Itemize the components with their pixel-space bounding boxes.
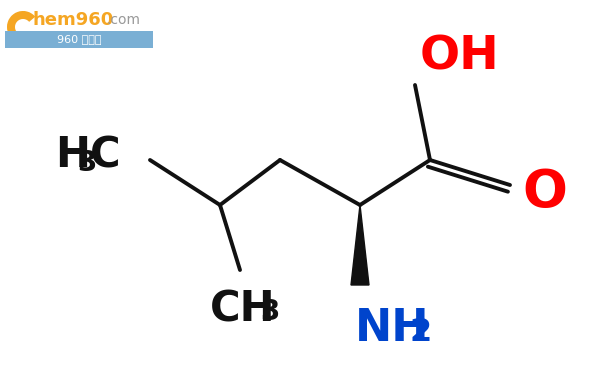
Polygon shape — [351, 205, 369, 285]
FancyBboxPatch shape — [5, 31, 153, 48]
Text: 3: 3 — [77, 149, 96, 177]
Text: H: H — [55, 134, 90, 176]
Wedge shape — [7, 11, 35, 43]
Text: 2: 2 — [410, 317, 432, 348]
Text: .com: .com — [107, 13, 141, 27]
Text: 3: 3 — [260, 298, 280, 326]
Text: 960 化工网: 960 化工网 — [57, 34, 101, 45]
Text: NH: NH — [355, 307, 430, 350]
Text: C: C — [90, 134, 120, 176]
Text: OH: OH — [420, 35, 500, 80]
Text: hem960: hem960 — [33, 11, 114, 29]
Text: CH: CH — [210, 288, 276, 330]
Text: O: O — [522, 167, 567, 219]
